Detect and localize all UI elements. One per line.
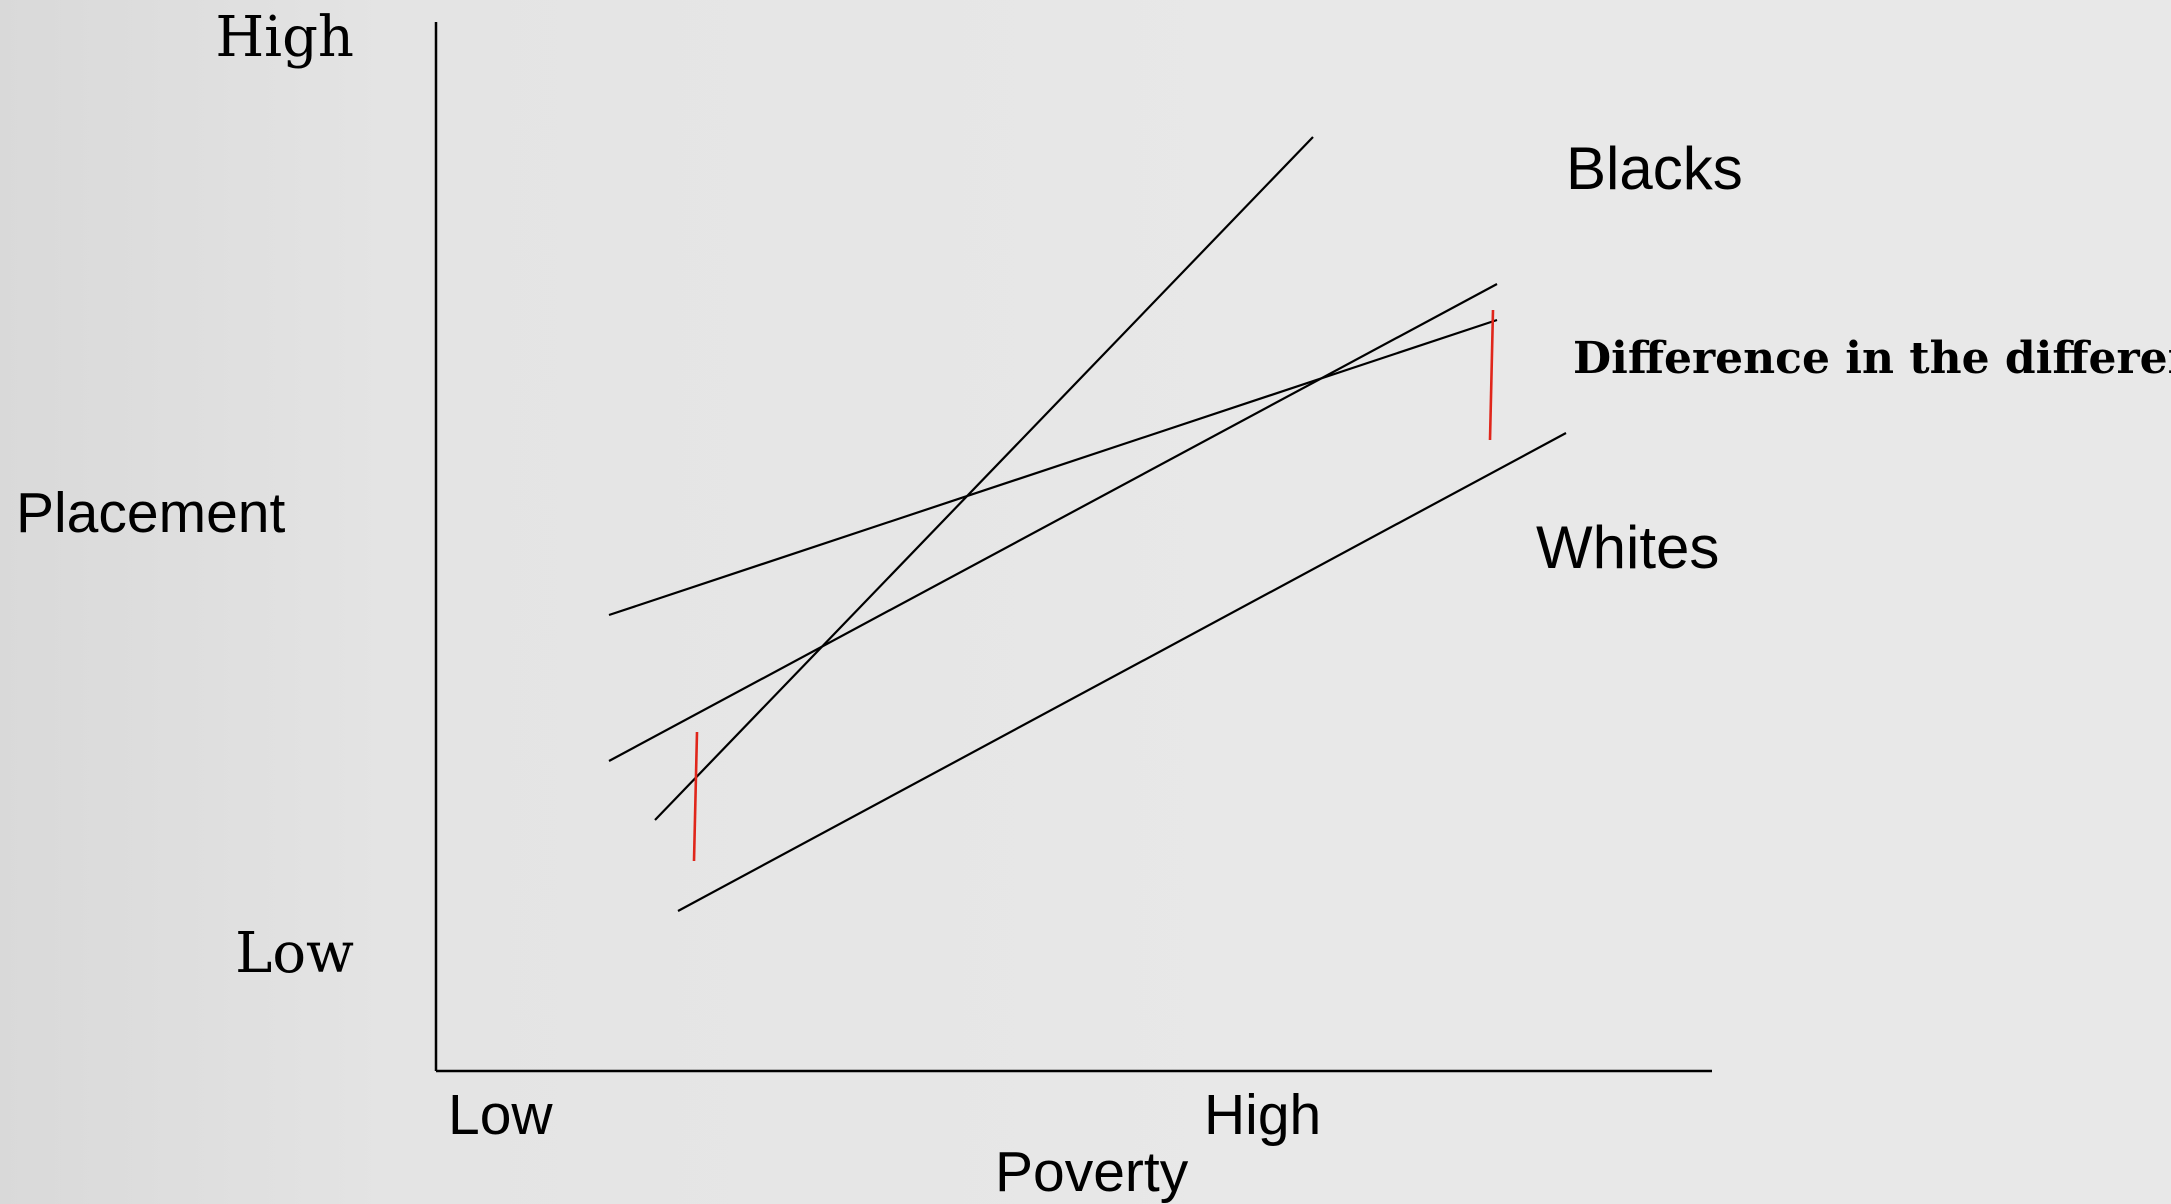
x-axis-low-label: Low — [448, 1083, 553, 1147]
x-axis-high-label: High — [1204, 1083, 1321, 1147]
blacks-line — [608, 283, 1498, 762]
whites-label: Whites — [1536, 514, 1719, 581]
flat-upper-line — [608, 318, 1498, 617]
steep-crossing-line — [654, 136, 1314, 821]
difference-marker-high-poverty — [1488, 309, 1495, 441]
blacks-label: Blacks — [1566, 135, 1743, 202]
whites-line — [677, 432, 1567, 912]
difference-in-difference-label: Difference in the difference — [1573, 333, 2171, 384]
y-axis-high-label: High — [215, 5, 354, 70]
difference-marker-low-poverty — [692, 731, 699, 862]
y-axis-low-label: Low — [235, 921, 354, 986]
x-axis-title: Poverty — [995, 1140, 1189, 1204]
y-axis-title: Placement — [16, 481, 285, 545]
